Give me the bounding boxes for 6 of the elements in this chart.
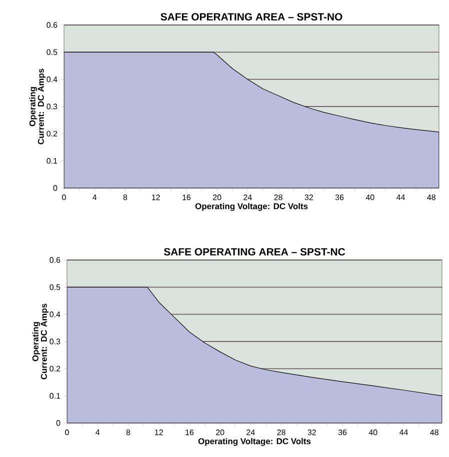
x-axis-title: Operating Voltage: DC Volts (195, 202, 308, 211)
chart-title: SAFE OPERATING AREA – SPST-NO (160, 13, 342, 21)
y-axis-title: Operating Current: DC Amps (29, 68, 46, 144)
y-axis-title: Operating Current: DC Amps (32, 304, 49, 380)
chart-title: SAFE OPERATING AREA – SPST-NC (164, 248, 346, 256)
x-axis-title: Operating Voltage: DC Volts (198, 438, 311, 446)
